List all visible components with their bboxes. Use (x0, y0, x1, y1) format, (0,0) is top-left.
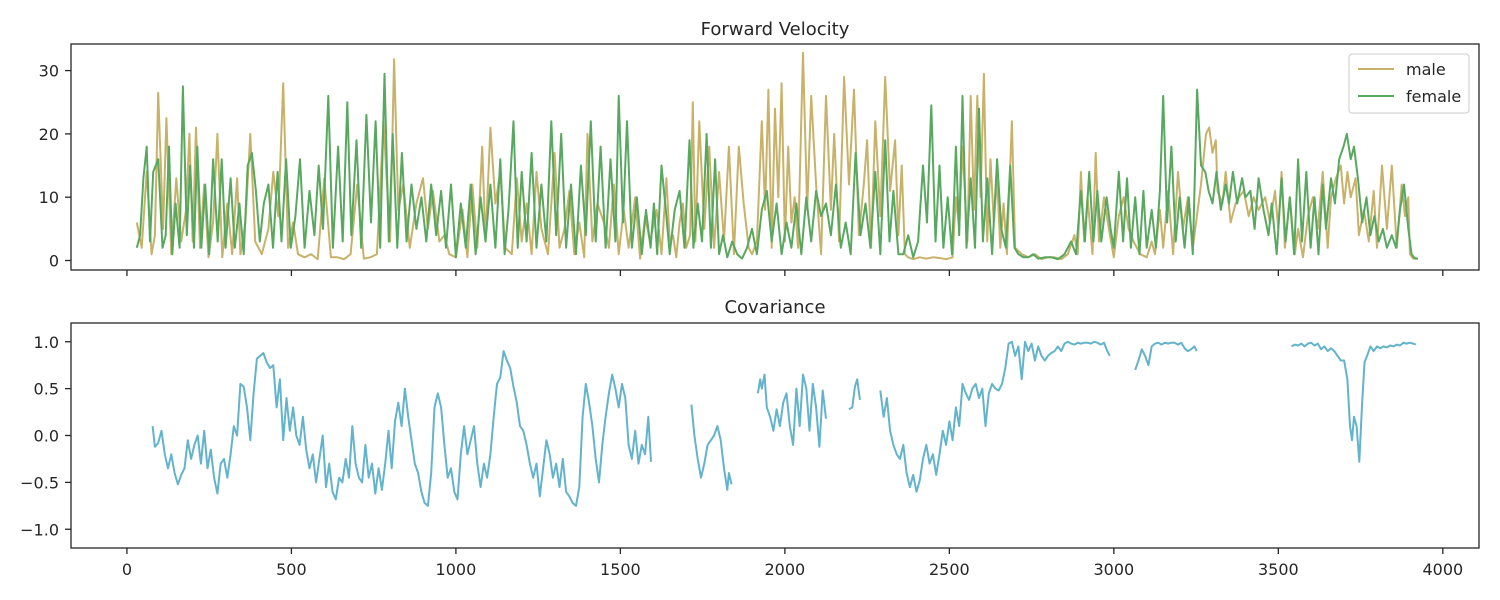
x-tick-label: 2500 (929, 560, 970, 579)
y-tick-label: −1.0 (20, 520, 59, 539)
velocity-legend: male female (1348, 53, 1470, 114)
x-tick-label: 3500 (1258, 560, 1299, 579)
y-tick-label: 0.5 (34, 380, 59, 399)
y-tick-label: 10 (39, 188, 59, 207)
female-series-line (135, 72, 1419, 261)
covariance-series-line-4 (879, 340, 1111, 493)
y-tick-label: 1.0 (34, 333, 59, 352)
velocity-panel: Forward Velocity 0 10 20 30 male female (39, 19, 1480, 276)
covariance-series-line-1 (690, 404, 733, 491)
y-tick-label: 30 (39, 62, 59, 81)
x-tick-label: 4000 (1422, 560, 1463, 579)
y-tick-label: 0 (49, 252, 59, 271)
covariance-series-line-2 (756, 373, 827, 448)
y-tick-label: 20 (39, 125, 59, 144)
x-tick-label: 1000 (436, 560, 477, 579)
legend-male-label: male (1406, 60, 1446, 79)
x-tick-label: 0 (122, 560, 132, 579)
covariance-series-line-5 (1134, 341, 1198, 371)
velocity-axes-frame (70, 43, 1480, 271)
velocity-series-group (135, 51, 1419, 261)
y-tick-label: 0.0 (34, 427, 59, 446)
covariance-panel: Covariance 0 500 1000 1500 2000 2500 3000 3500 4… (20, 297, 1480, 579)
covariance-ticks: 0 500 1000 1500 2000 2500 3000 3500 4000 −1.0 −0.5… (20, 333, 1463, 579)
legend-female-label: female (1406, 87, 1461, 106)
covariance-series-line-3 (848, 378, 861, 411)
x-tick-label: 2000 (765, 560, 806, 579)
male-series-line (135, 51, 1417, 261)
covariance-series-line-6 (1291, 341, 1417, 463)
velocity-ticks: 0 10 20 30 (39, 62, 1444, 276)
covariance-series-group (151, 340, 1417, 507)
y-tick-label: −0.5 (20, 473, 59, 492)
covariance-title: Covariance (724, 297, 825, 318)
covariance-series-line-0 (151, 350, 652, 507)
x-tick-label: 3000 (1093, 560, 1134, 579)
x-tick-label: 1500 (600, 560, 641, 579)
velocity-title: Forward Velocity (701, 19, 850, 40)
x-tick-label: 500 (276, 560, 307, 579)
